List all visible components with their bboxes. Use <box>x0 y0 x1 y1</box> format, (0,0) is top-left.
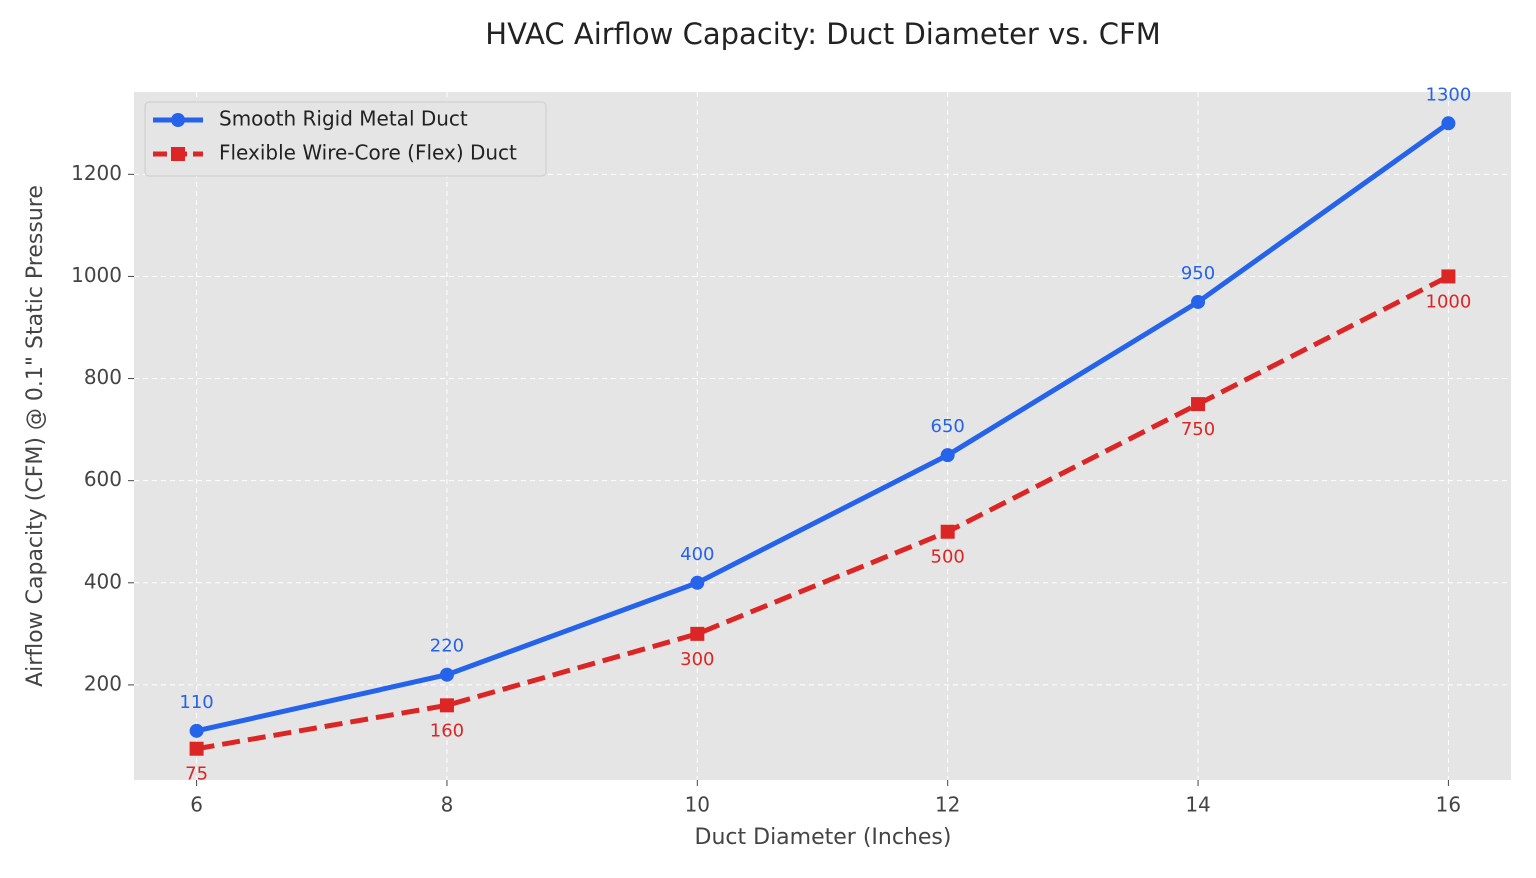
series-line <box>196 121 1450 734</box>
legend-marker <box>171 147 185 161</box>
data-label: 75 <box>185 764 208 785</box>
marker <box>1441 269 1456 284</box>
data-label: 950 <box>1181 263 1215 284</box>
plot-area <box>134 92 1511 780</box>
data-label: 300 <box>680 649 714 670</box>
marker <box>189 723 204 738</box>
data-label: 400 <box>680 544 714 565</box>
x-tick-label: 6 <box>190 793 203 817</box>
data-label: 1000 <box>1426 291 1472 312</box>
x-tick-label: 14 <box>1185 793 1210 817</box>
marker <box>1441 116 1456 131</box>
x-tick-label: 12 <box>935 793 960 817</box>
legend-marker <box>171 113 185 127</box>
marker <box>439 667 454 682</box>
legend-label: Flexible Wire-Core (Flex) Duct <box>219 141 517 165</box>
y-tick-label: 400 <box>84 569 122 593</box>
data-label: 160 <box>430 720 464 741</box>
legend-box <box>144 101 547 177</box>
data-label: 650 <box>931 416 965 437</box>
marker <box>189 741 204 756</box>
marker <box>1191 397 1206 412</box>
y-tick-label: 1000 <box>71 263 122 287</box>
data-label: 220 <box>430 636 464 657</box>
series-line <box>196 274 1450 752</box>
y-tick-label: 800 <box>84 365 122 389</box>
marker <box>940 524 955 539</box>
y-tick-label: 1200 <box>71 161 122 185</box>
y-axis-label: Airflow Capacity (CFM) @ 0.1" Static Pre… <box>23 185 48 687</box>
x-axis-label: Duct Diameter (Inches) <box>695 825 952 850</box>
marker <box>940 448 955 463</box>
y-tick-label: 200 <box>84 671 122 695</box>
data-label: 500 <box>931 547 965 568</box>
y-tick-label: 600 <box>84 467 122 491</box>
x-tick-label: 16 <box>1436 793 1461 817</box>
data-label: 1300 <box>1426 84 1472 105</box>
data-label: 110 <box>179 692 213 713</box>
marker <box>690 575 705 590</box>
marker <box>690 626 705 641</box>
chart-title: HVAC Airflow Capacity: Duct Diameter vs.… <box>485 17 1160 51</box>
x-tick-label: 8 <box>441 793 454 817</box>
x-tick-label: 10 <box>685 793 710 817</box>
marker <box>439 698 454 713</box>
legend-label: Smooth Rigid Metal Duct <box>219 107 468 131</box>
data-label: 750 <box>1181 419 1215 440</box>
marker <box>1191 294 1206 309</box>
